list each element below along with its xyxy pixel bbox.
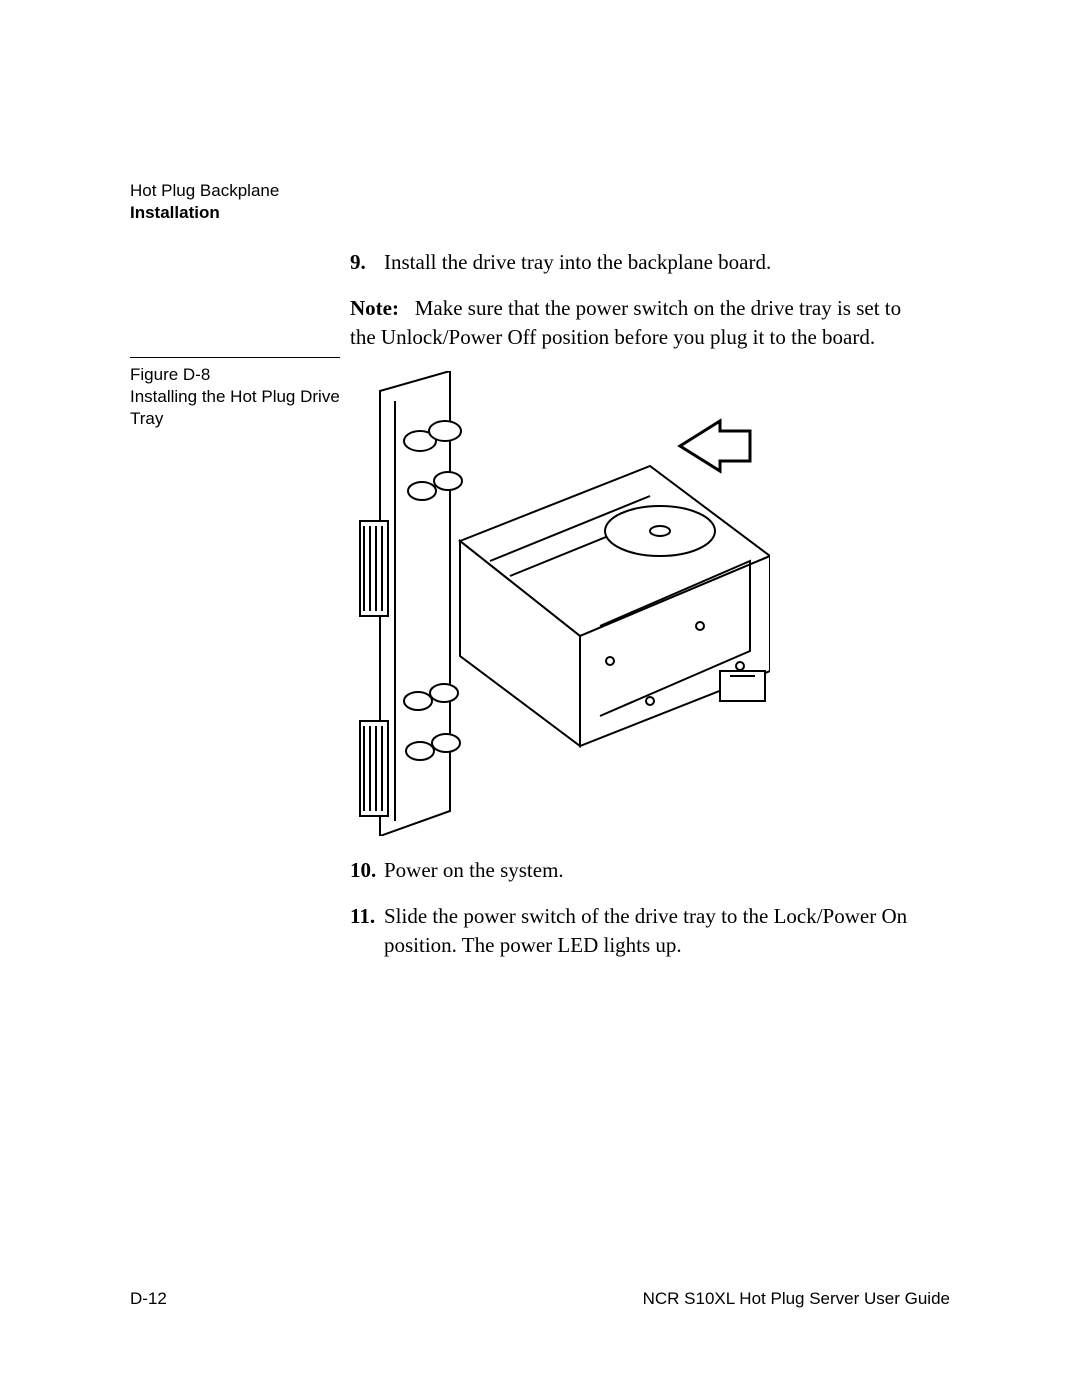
- step-9: 9. Install the drive tray into the backp…: [350, 248, 910, 276]
- running-header: Hot Plug Backplane Installation: [130, 180, 279, 224]
- figure-number: Figure D-8: [130, 364, 340, 386]
- header-section: Hot Plug Backplane: [130, 180, 279, 202]
- step-10: 10. Power on the system.: [350, 856, 910, 884]
- figure-d8-drawing: Line drawing of a hard drive tray being …: [350, 371, 770, 836]
- figure-caption-block: Figure D-8 Installing the Hot Plug Drive…: [130, 357, 340, 430]
- step-11: 11. Slide the power switch of the drive …: [350, 902, 910, 959]
- page-footer: D-12 NCR S10XL Hot Plug Server User Guid…: [130, 1289, 950, 1309]
- step-number: 10.: [350, 856, 384, 884]
- insert-arrow-icon: [680, 421, 750, 471]
- step-text: Power on the system.: [384, 856, 910, 884]
- note-text: Make sure that the power switch on the d…: [350, 296, 901, 348]
- footer-page-number: D-12: [130, 1289, 167, 1309]
- main-content-column: 9. Install the drive tray into the backp…: [350, 248, 910, 977]
- drive-tray-install-icon: Line drawing of a hard drive tray being …: [350, 371, 770, 836]
- step-number: 11.: [350, 902, 384, 959]
- header-subsection: Installation: [130, 202, 279, 224]
- step-number: 9.: [350, 248, 384, 276]
- figure-title: Installing the Hot Plug Drive Tray: [130, 386, 340, 430]
- note-label: Note:: [350, 296, 399, 320]
- step-text: Install the drive tray into the backplan…: [384, 248, 910, 276]
- step-text: Slide the power switch of the drive tray…: [384, 902, 910, 959]
- note-block: Note: Make sure that the power switch on…: [350, 294, 910, 351]
- document-page: Hot Plug Backplane Installation Figure D…: [0, 0, 1080, 1397]
- footer-guide-title: NCR S10XL Hot Plug Server User Guide: [643, 1289, 950, 1309]
